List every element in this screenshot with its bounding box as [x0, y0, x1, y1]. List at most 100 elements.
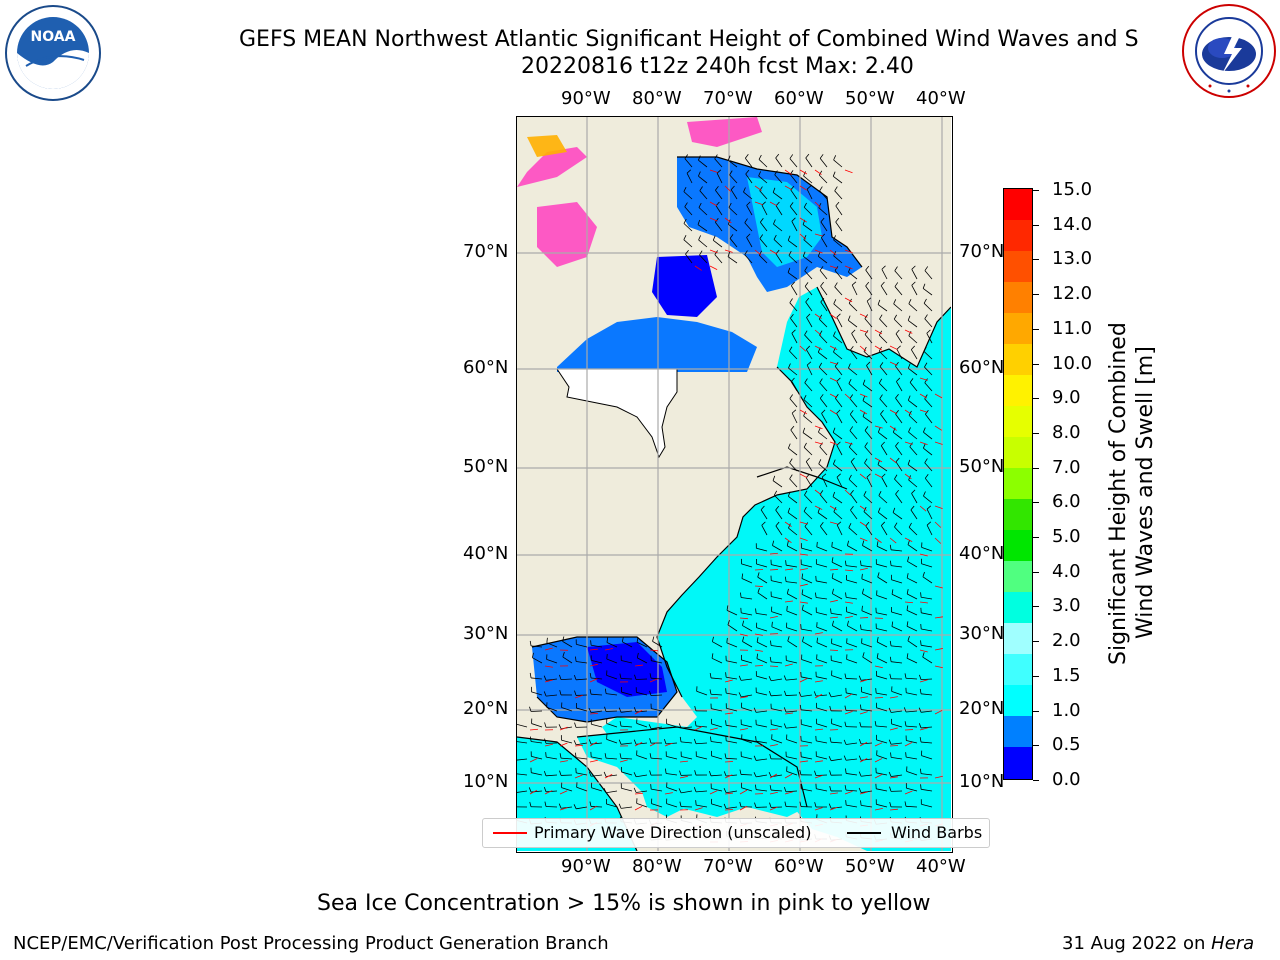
wind-barb: [891, 774, 903, 777]
wind-barb-flag: [904, 801, 907, 807]
bottom-lon-label: 60°W: [774, 856, 824, 877]
wind-barb-flag: [865, 521, 870, 527]
wind-barb: [546, 694, 558, 697]
wind-barb-flag: [819, 394, 824, 399]
wind-barb: [636, 755, 648, 760]
wind-barb: [636, 641, 648, 648]
wind-barb-flag: [649, 770, 652, 776]
wind-barb-flag: [649, 673, 652, 679]
wind-barb-flag: [889, 656, 892, 662]
wind-barb-flag: [836, 521, 842, 526]
wind-barb-flag: [784, 690, 787, 696]
wave-direction-arrow: [844, 265, 853, 270]
wind-barb: [816, 694, 828, 697]
wave-direction-arrow: [829, 792, 838, 795]
wave-direction-arrow: [859, 711, 868, 715]
wind-barb: [849, 430, 858, 440]
wind-barb-flag: [834, 186, 838, 192]
wind-barb-flag: [790, 425, 795, 431]
wind-barb-flag: [861, 573, 863, 579]
wind-barb-flag: [888, 739, 892, 745]
wind-barb: [517, 723, 528, 728]
wave-direction-arrow: [724, 249, 733, 253]
wind-barb: [637, 657, 648, 664]
footer-right: 31 Aug 2022 on Hera: [1062, 933, 1254, 954]
wind-barb-flag: [714, 218, 719, 223]
wind-barb-flag: [803, 506, 807, 512]
wave-direction-arrow: [934, 537, 942, 544]
wind-barb-flag: [575, 656, 577, 662]
wind-barb: [696, 755, 708, 760]
wind-barb-flag: [709, 672, 712, 679]
wind-barb: [726, 676, 738, 680]
wind-barb-flag: [849, 426, 854, 431]
wind-barb-flag: [814, 802, 817, 808]
wind-barb: [803, 239, 813, 248]
wind-barb-flag: [772, 540, 775, 546]
wave-direction-arrow: [859, 679, 868, 683]
wave-direction-arrow: [934, 441, 943, 445]
wind-barb-flag: [819, 378, 823, 384]
colorbar-tick-mark: [1033, 780, 1039, 781]
wind-barb: [849, 414, 858, 424]
wind-barb-flag: [831, 588, 834, 594]
wind-barb: [876, 657, 888, 664]
top-lon-label: 60°W: [774, 88, 824, 109]
wind-barb: [906, 756, 918, 760]
wind-barb: [745, 158, 753, 168]
wind-barb: [891, 690, 903, 696]
wind-barb: [652, 641, 663, 648]
wind-barb-flag: [833, 507, 837, 512]
wind-barb: [650, 694, 663, 696]
wind-barb: [865, 285, 873, 296]
wind-barb-flag: [693, 787, 697, 793]
wind-barb-flag: [896, 345, 901, 350]
wind-barb: [832, 432, 843, 440]
wind-barb-flag: [881, 473, 886, 478]
wind-barb: [774, 174, 783, 184]
wind-barb: [651, 708, 663, 712]
wave-direction-arrow: [874, 808, 883, 811]
wind-barb: [836, 317, 843, 328]
wind-barb-flag: [604, 753, 607, 759]
wind-barb-flag: [920, 640, 922, 646]
wind-barb: [636, 742, 648, 745]
wind-barb: [924, 366, 933, 376]
wind-barb-flag: [816, 637, 819, 643]
wind-barb-flag: [775, 249, 780, 255]
wind-barb-flag: [920, 784, 922, 790]
wind-barb-flag: [746, 233, 751, 238]
wind-barb-flag: [879, 314, 883, 320]
wind-barb-flag: [773, 219, 776, 225]
wind-barb: [744, 254, 753, 264]
wind-barb-flag: [850, 489, 854, 495]
colorbar-tick-label: 15.0: [1052, 179, 1093, 200]
wind-barb-flag: [558, 724, 562, 730]
wind-barb: [801, 723, 813, 728]
wave-direction-arrow: [814, 693, 823, 699]
top-lon-label: 40°W: [916, 88, 966, 109]
wind-barb: [819, 190, 828, 200]
wind-barb: [818, 366, 828, 376]
wind-barb: [683, 239, 693, 248]
colorbar-tick-label: 14.0: [1052, 213, 1093, 235]
wind-barb-flag: [699, 186, 703, 191]
wind-barb-flag: [806, 185, 812, 190]
wind-barb-flag: [652, 636, 655, 642]
wind-barb: [879, 398, 888, 408]
colorbar-segment: [1004, 406, 1032, 438]
wind-barb-flag: [829, 705, 832, 711]
wave-direction-arrow: [589, 741, 598, 747]
wind-barb: [818, 463, 828, 472]
wave-direction-arrow: [529, 758, 538, 763]
colorbar-tick-mark: [1033, 710, 1039, 712]
wind-barb: [801, 578, 813, 584]
wind-barb: [712, 641, 723, 648]
wind-barb-flag: [889, 801, 892, 808]
wind-barb-flag: [756, 653, 759, 659]
wind-barb: [816, 580, 828, 584]
wind-barb: [806, 364, 813, 376]
colorbar-segment: [1004, 561, 1032, 593]
wave-direction-arrow: [769, 552, 779, 555]
wind-barb: [895, 493, 903, 504]
